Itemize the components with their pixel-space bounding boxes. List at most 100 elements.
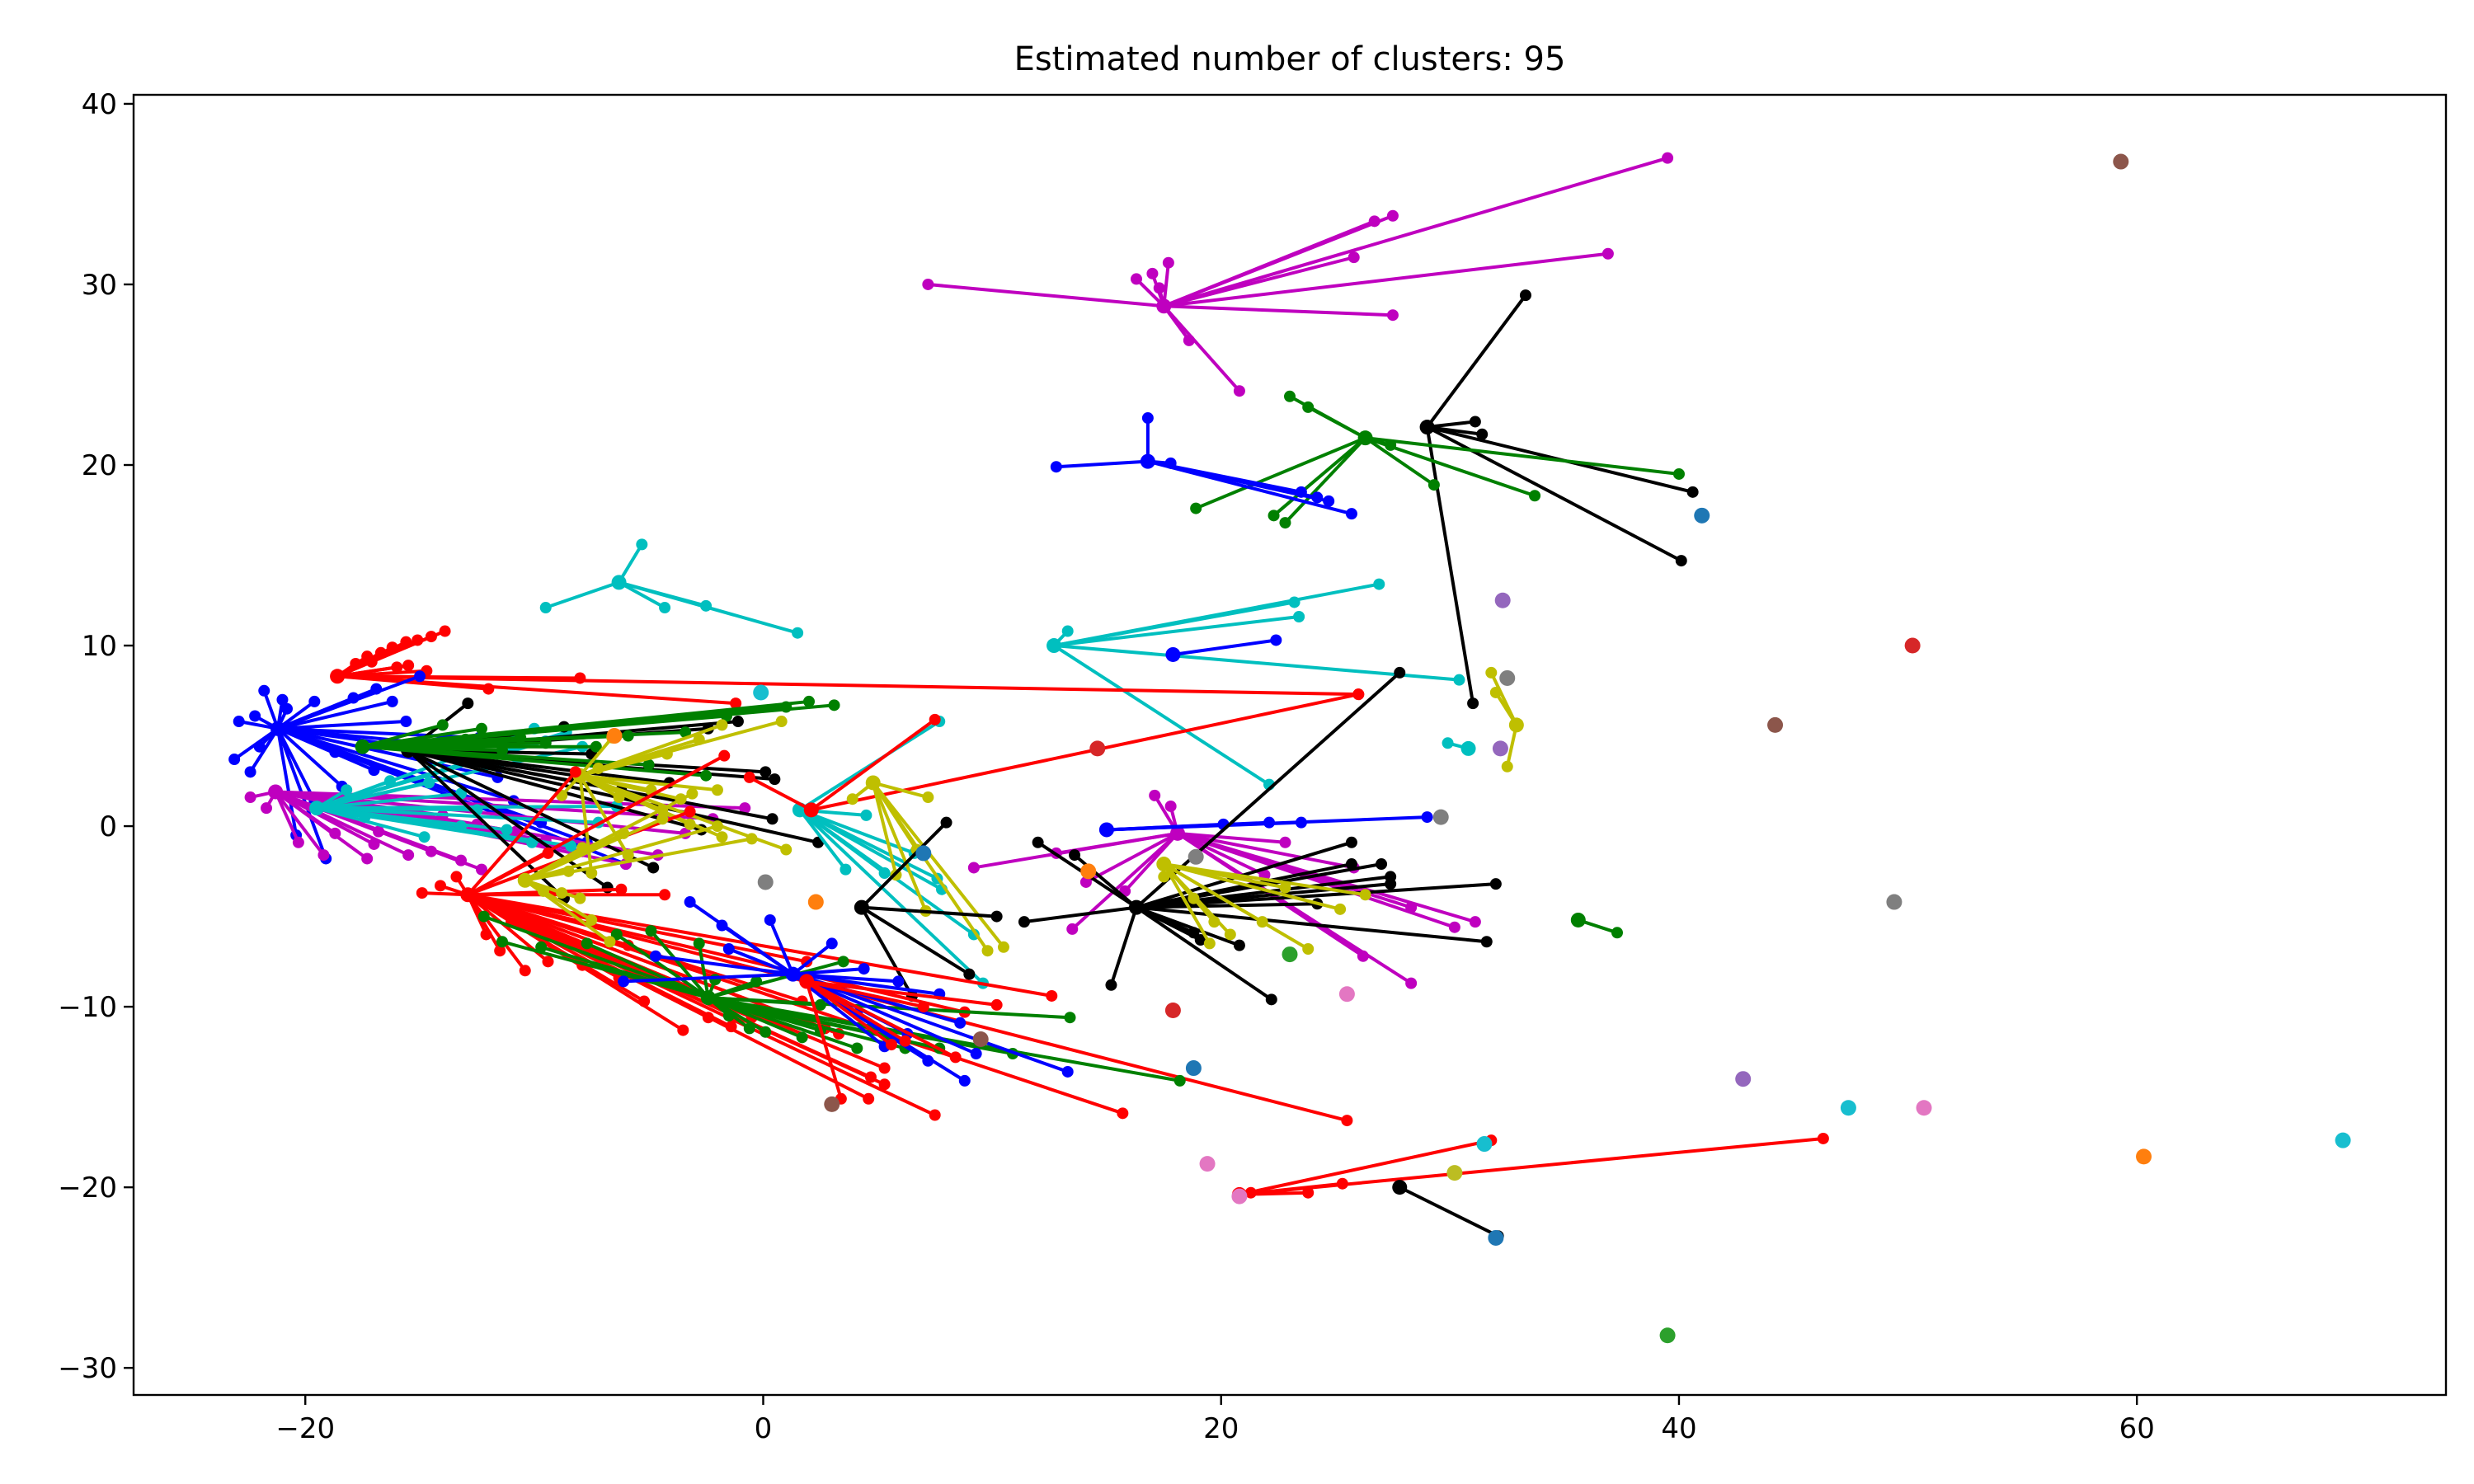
cluster-5 xyxy=(1047,578,1465,791)
cluster-12-point-5 xyxy=(501,824,513,836)
cluster-12-center xyxy=(309,801,325,816)
cluster-2-link-3 xyxy=(1364,436,1436,486)
cluster-24-point-34 xyxy=(659,889,671,901)
cluster-9-point-14 xyxy=(365,655,378,668)
cluster-22-point-12 xyxy=(1194,934,1206,946)
cluster-22-point-15 xyxy=(1188,927,1200,939)
cluster-11-point-4 xyxy=(361,852,374,865)
y-tick-label: 0 xyxy=(99,810,117,843)
cluster-2-point-1 xyxy=(1302,401,1315,413)
cluster-14-point-9 xyxy=(680,726,692,739)
cluster-26-point-9 xyxy=(958,1074,971,1087)
cluster-5-point-1 xyxy=(1288,596,1300,608)
cluster-22-point-11 xyxy=(1265,993,1277,1006)
cluster-15-link-11 xyxy=(578,775,594,874)
cluster-2-link-1 xyxy=(1307,406,1366,439)
cluster-21-link-3 xyxy=(1106,822,1224,832)
cluster-25-link-5 xyxy=(649,929,710,999)
cluster-10-link-9 xyxy=(277,720,407,730)
cluster-24-link-6 xyxy=(466,894,527,972)
cluster-18-point-2 xyxy=(981,945,994,957)
singleton-point-30 xyxy=(753,684,769,701)
cluster-1-point-5 xyxy=(1476,428,1489,440)
cluster-3 xyxy=(1050,412,1357,520)
singleton-point-20 xyxy=(1916,1100,1932,1116)
cluster-10-point-4 xyxy=(258,684,270,697)
cluster-10-link-24 xyxy=(277,674,421,730)
cluster-25-point-7 xyxy=(709,974,722,986)
y-tick-label: 40 xyxy=(82,88,117,121)
cluster-23-point-6 xyxy=(1359,889,1371,901)
cluster-2-link-7 xyxy=(1272,436,1366,517)
singleton-point-26 xyxy=(2335,1132,2351,1148)
cluster-17-link-0 xyxy=(810,718,936,811)
cluster-25-point-0 xyxy=(477,910,490,923)
cluster-14-point-8 xyxy=(828,699,840,711)
cluster-5-point-2 xyxy=(1373,578,1385,590)
cluster-29-point-0 xyxy=(1244,1186,1257,1199)
cluster-25-link-22 xyxy=(708,979,757,1000)
cluster-3-point-0 xyxy=(1050,461,1062,473)
cluster-3-link-0 xyxy=(1056,459,1148,469)
cluster-28-point-3 xyxy=(586,913,598,926)
cluster-2-point-8 xyxy=(1279,517,1291,529)
cluster-14-point-5 xyxy=(622,730,634,742)
y-tick-label: −30 xyxy=(58,1352,117,1385)
cluster-2-point-4 xyxy=(1529,490,1541,502)
cluster-24-link-33 xyxy=(467,893,807,964)
cluster-11-point-1 xyxy=(261,802,273,815)
singleton-point-2 xyxy=(1494,592,1511,608)
cluster-8-point-0 xyxy=(1442,737,1454,749)
cluster-18-center xyxy=(865,775,881,791)
cluster-11-point-3 xyxy=(317,849,330,862)
cluster-0-link-0 xyxy=(1163,156,1668,308)
cluster-18-link-1 xyxy=(872,781,929,799)
cluster-26-link-10 xyxy=(792,972,1069,1073)
cluster-9-link-15 xyxy=(336,674,489,691)
cluster-9-point-1 xyxy=(425,631,437,643)
cluster-26-point-5 xyxy=(892,975,905,988)
cluster-21-point-1 xyxy=(1295,816,1307,829)
cluster-21-point-2 xyxy=(1263,816,1276,829)
cluster-26-point-2 xyxy=(764,913,776,926)
singleton-point-14 xyxy=(1282,946,1298,963)
cluster-22-link-2 xyxy=(1073,853,1138,909)
cluster-26-point-11 xyxy=(922,1054,934,1067)
cluster-25-link-19 xyxy=(708,996,858,1050)
cluster-14-point-11 xyxy=(496,744,508,757)
cluster-26-point-15 xyxy=(722,943,735,956)
cluster-10-link-22 xyxy=(276,727,343,788)
cluster-20-link-5 xyxy=(1177,831,1355,870)
cluster-22-center xyxy=(1128,899,1144,915)
cluster-27-point-0 xyxy=(917,1001,929,1013)
cluster-14-center xyxy=(355,739,370,754)
cluster-0-link-5 xyxy=(1164,251,1609,308)
cluster-17-point-1 xyxy=(1352,688,1365,701)
cluster-20-link-11 xyxy=(1084,832,1178,884)
cluster-16-link-1 xyxy=(799,808,915,855)
singleton-point-22 xyxy=(1199,1156,1216,1172)
y-tick-label: 20 xyxy=(82,449,117,482)
cluster-5-link-4 xyxy=(1053,644,1460,682)
cluster-28-point-4 xyxy=(604,936,616,948)
singleton-point-7 xyxy=(1432,809,1449,825)
cluster-9-link-12 xyxy=(337,674,1359,697)
cluster-24-point-12 xyxy=(725,1021,737,1033)
cluster-4-link-1 xyxy=(545,580,620,609)
cluster-1-point-3 xyxy=(1675,555,1687,567)
cluster-22-point-2 xyxy=(1069,849,1081,862)
cluster-25-point-3 xyxy=(581,937,593,950)
cluster-12-point-0 xyxy=(341,784,353,796)
cluster-20-point-8 xyxy=(1469,916,1481,928)
cluster-3-point-3 xyxy=(1345,508,1357,520)
cluster-8 xyxy=(1442,737,1476,756)
cluster-15-point-15 xyxy=(711,784,723,796)
cluster-0-center xyxy=(1156,298,1172,314)
cluster-19-link-0 xyxy=(860,821,948,909)
cluster-12-point-1 xyxy=(383,775,396,787)
singleton-point-6 xyxy=(1089,740,1106,757)
cluster-21-center xyxy=(1098,822,1114,838)
cluster-25-point-4 xyxy=(610,928,623,941)
singleton-point-13 xyxy=(1886,894,1903,910)
cluster-10-link-3 xyxy=(248,727,280,773)
